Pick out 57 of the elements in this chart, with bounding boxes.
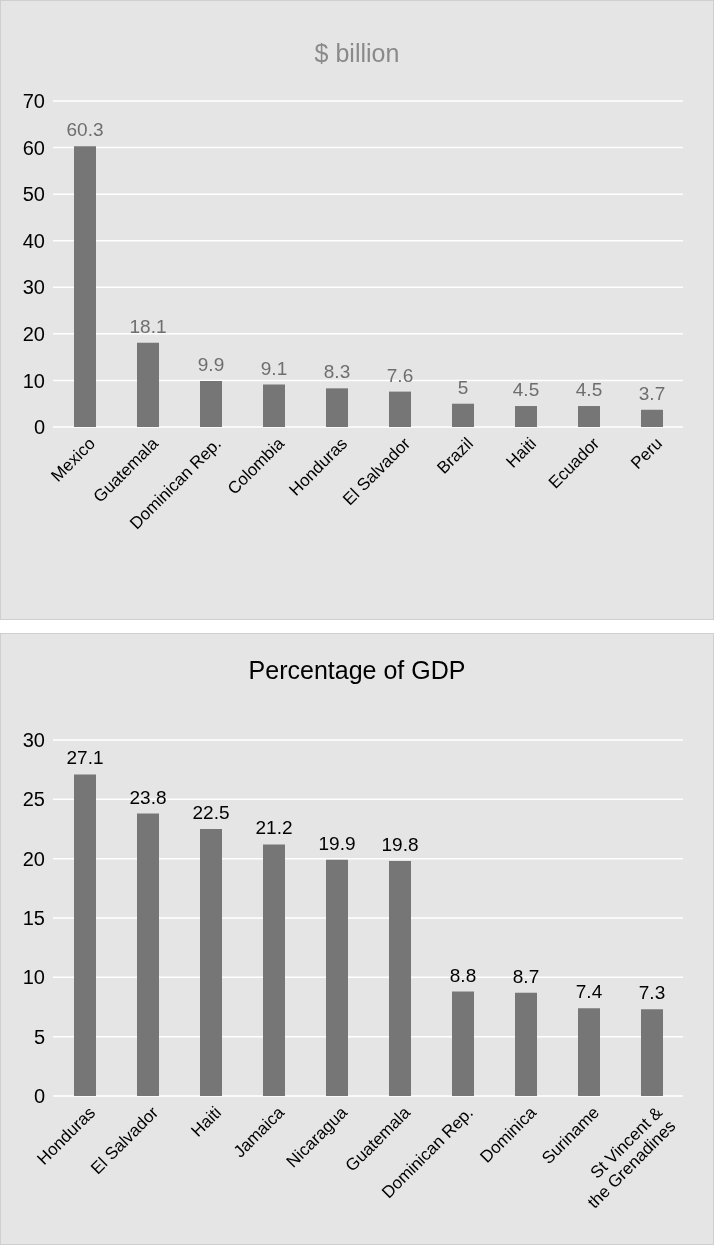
bar (137, 813, 159, 1096)
data-label: 60.3 (66, 119, 104, 141)
data-label: 23.8 (129, 786, 167, 808)
bar (515, 406, 537, 427)
bar (137, 342, 159, 427)
y-tick-label: 20 (22, 322, 45, 345)
bar (452, 991, 474, 1096)
bar (200, 829, 222, 1096)
data-label: 21.2 (255, 817, 293, 839)
y-tick-label: 20 (22, 847, 45, 870)
data-label: 19.8 (381, 834, 419, 856)
y-tick-label: 0 (33, 416, 45, 439)
chart-title: $ billion (313, 39, 401, 68)
data-label: 5 (457, 376, 469, 398)
bar (326, 388, 348, 427)
y-tick-label: 15 (22, 907, 45, 930)
data-label: 9.1 (260, 357, 288, 379)
bar (578, 1008, 600, 1096)
bar (263, 844, 285, 1096)
y-tick-label: 0 (33, 1085, 45, 1108)
data-label: 9.9 (197, 353, 225, 375)
data-label: 3.7 (638, 382, 666, 404)
chart-title: Percentage of GDP (247, 656, 467, 685)
bar (641, 1009, 663, 1096)
data-label: 27.1 (66, 747, 104, 769)
data-label: 7.6 (386, 364, 414, 386)
bar (200, 380, 222, 427)
data-label: 22.5 (192, 802, 230, 823)
data-label: 8.8 (449, 964, 477, 986)
y-tick-label: 30 (22, 276, 45, 299)
data-label: 4.5 (575, 379, 603, 401)
y-tick-label: 30 (22, 729, 45, 752)
bar (389, 391, 411, 427)
bar (641, 409, 663, 427)
data-label: 7.3 (638, 982, 666, 1004)
y-tick-label: 60 (22, 136, 45, 159)
data-label: 8.7 (512, 965, 540, 987)
bar (74, 774, 96, 1096)
y-tick-label: 25 (22, 788, 45, 811)
bar (578, 406, 600, 427)
y-tick-label: 70 (22, 90, 45, 113)
bar (515, 992, 537, 1096)
y-tick-label: 40 (22, 229, 45, 252)
data-label: 8.3 (323, 361, 351, 383)
bar (74, 146, 96, 427)
y-tick-label: 50 (22, 183, 45, 206)
data-label: 19.9 (318, 832, 356, 854)
y-tick-label: 10 (22, 966, 45, 989)
y-tick-label: 5 (33, 1025, 45, 1048)
y-tick-label: 10 (22, 369, 45, 392)
bar (452, 403, 474, 427)
data-label: 7.4 (575, 981, 603, 1003)
data-label: 18.1 (129, 315, 167, 337)
bar (263, 384, 285, 427)
bar (389, 861, 411, 1096)
data-label: 4.5 (512, 379, 540, 401)
bar (326, 859, 348, 1096)
